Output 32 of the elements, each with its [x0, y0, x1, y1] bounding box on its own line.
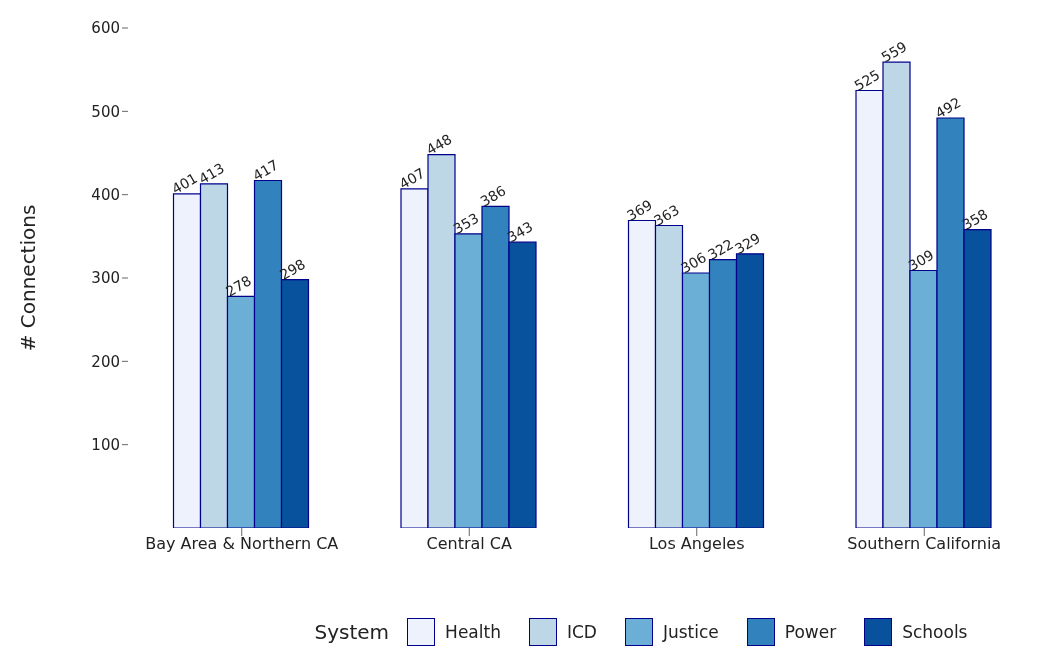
data-label: 278: [222, 272, 255, 300]
data-label: 343: [504, 218, 536, 246]
x-tick-label: Central CA: [426, 534, 513, 554]
y-tick-label: 600: [91, 19, 120, 38]
x-tick-label: Los Angeles: [648, 534, 745, 554]
data-label: 298: [276, 255, 309, 283]
legend-label: Justice: [662, 622, 719, 642]
data-label: 309: [905, 246, 937, 274]
legend-title: System: [314, 620, 390, 644]
y-axis-title: # Connections: [16, 204, 41, 352]
x-tick-label: Bay Area & Northern CA: [145, 534, 339, 554]
legend-label: Power: [784, 622, 837, 642]
data-label: 407: [396, 164, 428, 193]
data-label: 492: [932, 94, 964, 122]
legend-label: Health: [445, 622, 501, 642]
y-tick-label: 200: [91, 352, 120, 371]
data-label: 417: [249, 156, 282, 184]
y-tick-label: 500: [91, 102, 120, 121]
x-tick-label: Southern California: [847, 534, 1002, 554]
data-label: 559: [878, 38, 910, 66]
y-tick-label: 300: [91, 269, 120, 288]
data-label: 525: [851, 66, 883, 94]
data-label: 358: [959, 205, 991, 233]
data-label: 353: [450, 209, 482, 238]
data-label: 401: [168, 169, 201, 198]
data-label: 363: [650, 201, 683, 229]
legend-label: Schools: [902, 622, 968, 642]
data-label: 386: [477, 182, 509, 210]
y-tick-label: 100: [91, 435, 120, 454]
y-tick-label: 400: [91, 185, 120, 204]
data-label: 448: [423, 130, 455, 158]
legend-label: ICD: [566, 622, 597, 642]
